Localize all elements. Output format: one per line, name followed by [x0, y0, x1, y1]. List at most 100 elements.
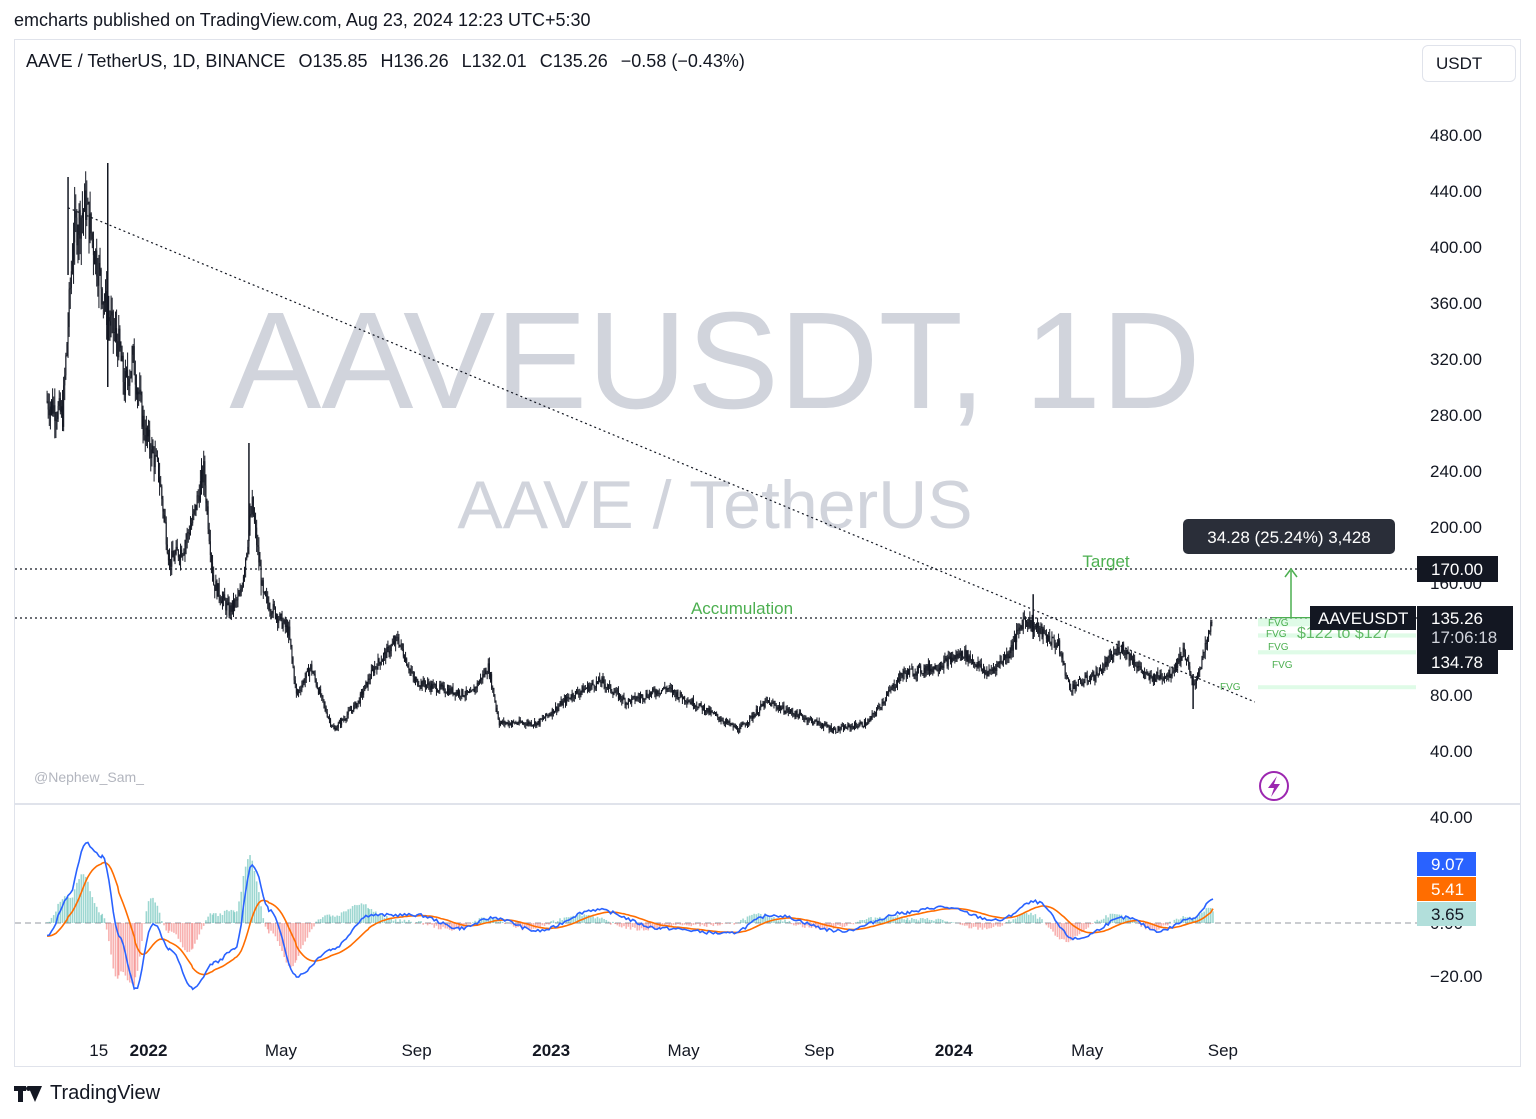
macd-histogram-bar	[661, 923, 664, 926]
macd-histogram-bar	[319, 919, 322, 923]
macd-histogram-bar	[856, 921, 859, 923]
currency-button[interactable]: USDT	[1422, 45, 1516, 82]
candle-body	[733, 725, 735, 728]
macd-histogram-bar	[979, 923, 982, 928]
candle-body	[135, 384, 137, 395]
candle-body	[1113, 652, 1115, 658]
measure-callout[interactable]	[1183, 519, 1395, 554]
candle-body	[876, 710, 878, 715]
macd-histogram-bar	[572, 915, 575, 923]
candle-body	[1015, 636, 1017, 643]
candle-body	[235, 599, 237, 601]
candle-body	[509, 722, 511, 726]
candle-body	[1150, 674, 1152, 677]
candle-body	[394, 641, 396, 645]
candle-body	[660, 689, 662, 693]
macd-histogram-bar	[1047, 923, 1050, 928]
candle-body	[784, 712, 786, 714]
candle-body	[495, 701, 497, 708]
macd-histogram-bar	[207, 916, 209, 923]
candle-body	[1059, 640, 1061, 654]
candle-body	[561, 700, 563, 706]
candle-body	[883, 701, 885, 704]
candle-body	[923, 667, 925, 674]
candle-body	[375, 666, 377, 668]
candle-body	[433, 684, 435, 686]
candle-body	[1082, 682, 1084, 685]
candle-body	[835, 728, 837, 733]
candle-body	[785, 710, 787, 713]
candle-body	[930, 668, 932, 672]
candle-body	[280, 614, 282, 615]
candle-body	[795, 710, 797, 717]
candle-body	[460, 695, 462, 697]
macd-histogram-bar	[834, 923, 837, 928]
macd-histogram-bar	[179, 923, 182, 943]
candle-body	[680, 692, 682, 697]
candle-body	[1148, 675, 1150, 680]
candle-body	[744, 724, 746, 726]
candle-body	[685, 701, 687, 702]
fvg-zone[interactable]	[1258, 633, 1416, 638]
candle-body	[1061, 653, 1063, 659]
candle-body	[751, 715, 753, 719]
macd-histogram-bar	[205, 920, 207, 923]
fvg-zone[interactable]	[1258, 650, 1416, 655]
candle-body	[655, 693, 657, 695]
candle-body	[378, 658, 380, 663]
macd-histogram-bar	[334, 916, 336, 923]
candle-body	[46, 401, 48, 402]
macd-histogram-bar	[1186, 917, 1189, 923]
macd-histogram-bar	[928, 919, 931, 923]
candle-body	[771, 702, 773, 707]
candle-body	[180, 549, 182, 560]
candle-body	[1189, 666, 1191, 673]
macd-histogram-bar	[694, 923, 697, 925]
macd-histogram-bar	[885, 916, 888, 923]
macd-line[interactable]	[46, 841, 1214, 991]
candle-body	[904, 670, 906, 674]
macd-histogram-bar	[607, 921, 610, 923]
candle-body	[141, 395, 143, 427]
candle-body	[667, 688, 669, 690]
candle-body	[420, 681, 422, 687]
candle-body	[973, 662, 975, 663]
candle-body	[102, 301, 104, 305]
candle-body	[925, 665, 927, 674]
candle-body	[110, 315, 112, 326]
candle-body	[308, 668, 310, 677]
lightning-icon[interactable]	[1259, 771, 1289, 801]
candle-body	[432, 684, 434, 689]
candle-body	[539, 718, 541, 725]
candle-body	[278, 619, 280, 623]
macd-histogram-bar	[131, 923, 133, 984]
price-tick-label: 80.00	[1430, 686, 1473, 705]
candle-body	[316, 685, 318, 689]
candle-body	[1035, 626, 1037, 628]
macd-histogram-bar	[1164, 923, 1167, 926]
candle-body	[723, 722, 725, 724]
candle-body	[752, 715, 754, 719]
macd-histogram-bar	[766, 915, 769, 923]
macd-histogram-bar	[629, 923, 632, 930]
macd-histogram-bar	[1201, 912, 1203, 923]
candle-body	[1181, 656, 1183, 661]
candle-body	[224, 594, 226, 601]
trendline[interactable]	[67, 207, 1256, 703]
signal-line[interactable]	[47, 861, 1214, 976]
candle-body	[1052, 636, 1054, 639]
macd-histogram-bar	[690, 923, 693, 927]
candle-body	[74, 211, 76, 243]
candle-body	[1209, 630, 1211, 632]
candle-body	[1063, 662, 1065, 664]
fvg-zone[interactable]	[1258, 685, 1416, 690]
candle-body	[862, 726, 864, 728]
macd-histogram-bar	[861, 920, 864, 923]
candle-body	[100, 269, 102, 289]
time-axis[interactable]: 15 2022 May Sep 2023 May Sep 2024 May Sep	[89, 1041, 1238, 1060]
candle-body	[390, 645, 392, 652]
candle-body	[1062, 658, 1064, 663]
macd-histogram-bar	[442, 923, 444, 927]
macd-histogram-bar	[388, 917, 390, 923]
